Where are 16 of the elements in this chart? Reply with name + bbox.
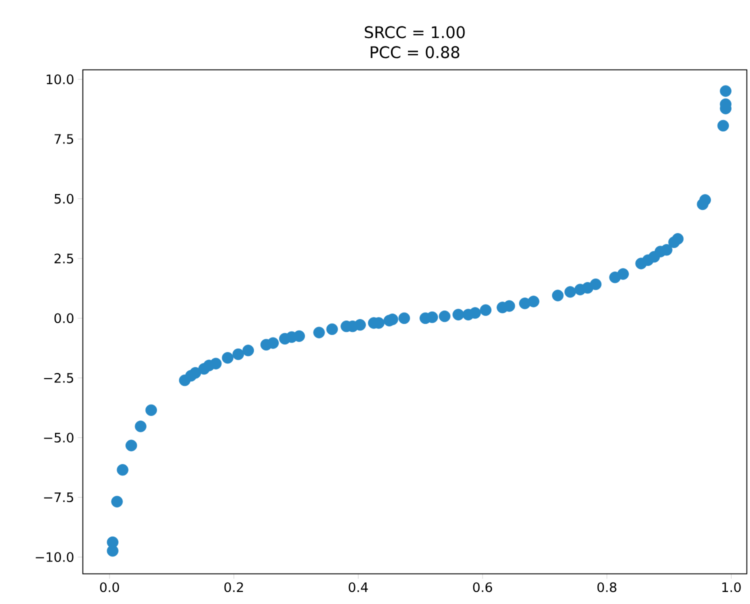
x-tick-label: 0.0	[100, 582, 120, 592]
y-tick-label: −2.5	[44, 373, 74, 383]
x-tick-label: 0.4	[348, 582, 368, 592]
x-tick-label: 1.0	[722, 582, 741, 592]
y-tick-label: 7.5	[54, 134, 74, 144]
y-tick-label: −10.0	[36, 552, 74, 562]
y-tick-label: 2.5	[54, 254, 74, 264]
chart-title: SRCC = 1.00 PCC = 0.88	[364, 26, 465, 58]
x-tick-label: 0.2	[224, 582, 243, 592]
y-tick-label: 5.0	[54, 194, 74, 204]
y-tick-label: −7.5	[44, 492, 74, 502]
x-tick-label: 0.8	[597, 582, 616, 592]
y-tick-label: 10.0	[46, 74, 74, 84]
y-tick-label: 0.0	[54, 313, 74, 324]
y-tick-label: −5.0	[44, 432, 74, 443]
x-tick-label: 0.6	[473, 582, 492, 592]
